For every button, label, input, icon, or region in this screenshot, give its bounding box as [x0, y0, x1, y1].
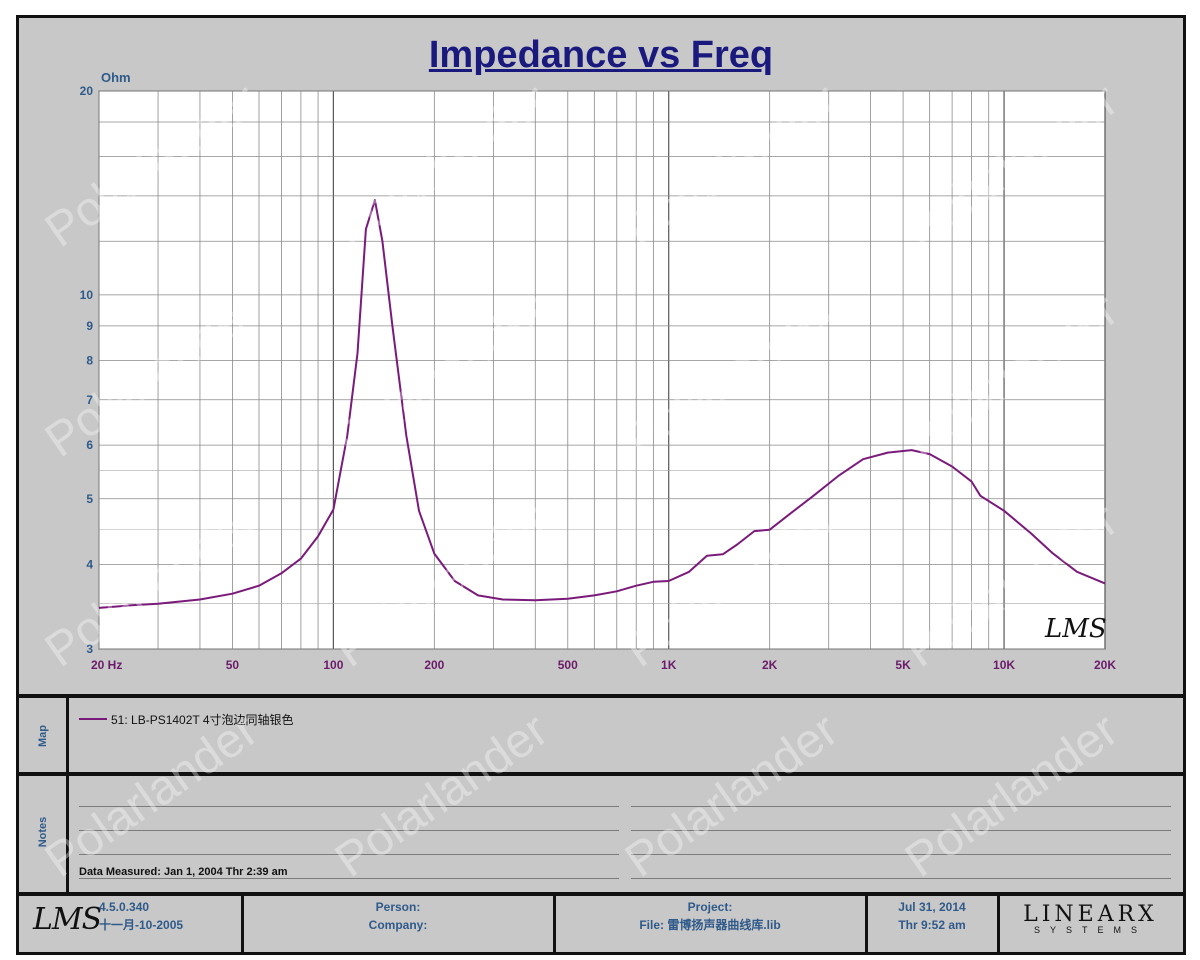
- note-line: [79, 854, 619, 855]
- series-line: [98, 199, 1106, 609]
- y-tick-label: 10: [80, 288, 94, 302]
- y-axis-unit: Ohm: [101, 70, 131, 85]
- x-tick-label: 2K: [762, 658, 778, 672]
- divider: [19, 694, 1183, 698]
- divider: [66, 698, 69, 772]
- y-tick-label: 20: [80, 84, 94, 98]
- footer-time: Thr 9:52 am: [898, 918, 966, 932]
- watermark: Polarlander: [325, 703, 558, 888]
- person-label: Person:: [375, 900, 421, 914]
- file-label: File: 雷博扬声器曲线库.lib: [639, 918, 781, 932]
- x-tick-label: 200: [424, 658, 444, 672]
- x-tick-label: 20K: [1094, 658, 1116, 672]
- y-tick-label: 4: [86, 557, 93, 571]
- footer-date: Jul 31, 2014: [898, 900, 966, 914]
- legend-entry: 51: LB-PS1402T 4寸泡边同轴银色: [111, 713, 294, 727]
- y-tick-label: 9: [86, 319, 93, 333]
- x-tick-label: 1K: [661, 658, 677, 672]
- divider: [19, 892, 1183, 896]
- y-tick-label: 6: [86, 438, 93, 452]
- project-label: Project:: [687, 900, 733, 914]
- note-line: [79, 806, 619, 807]
- data-measured: Data Measured: Jan 1, 2004 Thr 2:39 am: [79, 866, 288, 878]
- chart-title: Impedance vs Freq: [428, 34, 774, 76]
- chart-area: Impedance vs Freq Ohm 20 Hz 50 100 200 500 1K…: [19, 18, 1183, 694]
- note-line: [631, 854, 1171, 855]
- x-tick-label: 10K: [993, 658, 1015, 672]
- notes-label: Notes: [37, 816, 49, 848]
- version-number: 4.5.0.340: [99, 900, 150, 914]
- divider: [66, 776, 69, 892]
- version-info: 4.5.0.340 十一月-10-2005: [99, 898, 219, 948]
- x-tick-label: 500: [558, 658, 578, 672]
- x-tick-label: 100: [323, 658, 343, 672]
- watermark: Polarlander: [615, 703, 848, 888]
- watermark: Polarlander: [895, 703, 1128, 888]
- y-tick-label: 5: [86, 492, 93, 506]
- note-line: [79, 830, 619, 831]
- linearx-wordmark: LINEARX: [1023, 902, 1158, 927]
- report-frame: Impedance vs Freq Ohm 20 Hz 50 100 200 500 1K…: [16, 15, 1186, 955]
- person-info: Person: Company:: [245, 898, 551, 948]
- lms-logo: LMS: [33, 902, 102, 937]
- divider: [553, 896, 556, 952]
- plot-background: [98, 90, 1106, 650]
- divider: [19, 772, 1183, 776]
- plot-lms-logo: LMS: [1044, 614, 1107, 644]
- y-tick-label: 7: [86, 393, 93, 407]
- note-line: [79, 878, 619, 879]
- version-date: 十一月-10-2005: [99, 918, 184, 932]
- divider: [241, 896, 244, 952]
- x-tick-label: 50: [226, 658, 240, 672]
- project-info: Project: File: 雷博扬声器曲线库.lib: [557, 898, 863, 948]
- company-label: Company:: [368, 918, 428, 932]
- linearx-logo: LINEARX SYSTEMS: [1003, 902, 1178, 935]
- x-tick-label: 5K: [895, 658, 911, 672]
- legend-swatch: [79, 718, 107, 720]
- map-label: Map: [37, 725, 49, 747]
- date-info: Jul 31, 2014 Thr 9:52 am: [869, 898, 995, 948]
- linearx-subtitle: SYSTEMS: [1033, 925, 1147, 935]
- note-line: [631, 806, 1171, 807]
- note-line: [631, 878, 1171, 879]
- impedance-plot: 20 Hz 50 100 200 500 1K 2K 5K 10K 20K 3 4 5 6 7 8 9 10 20 L…: [80, 84, 1117, 672]
- divider: [997, 896, 1000, 952]
- x-tick-label: 20 Hz: [91, 658, 122, 672]
- note-line: [631, 830, 1171, 831]
- divider: [865, 896, 868, 952]
- y-tick-label: 3: [86, 642, 93, 656]
- y-tick-label: 8: [86, 354, 93, 368]
- watermark: Polarlander: [35, 703, 268, 888]
